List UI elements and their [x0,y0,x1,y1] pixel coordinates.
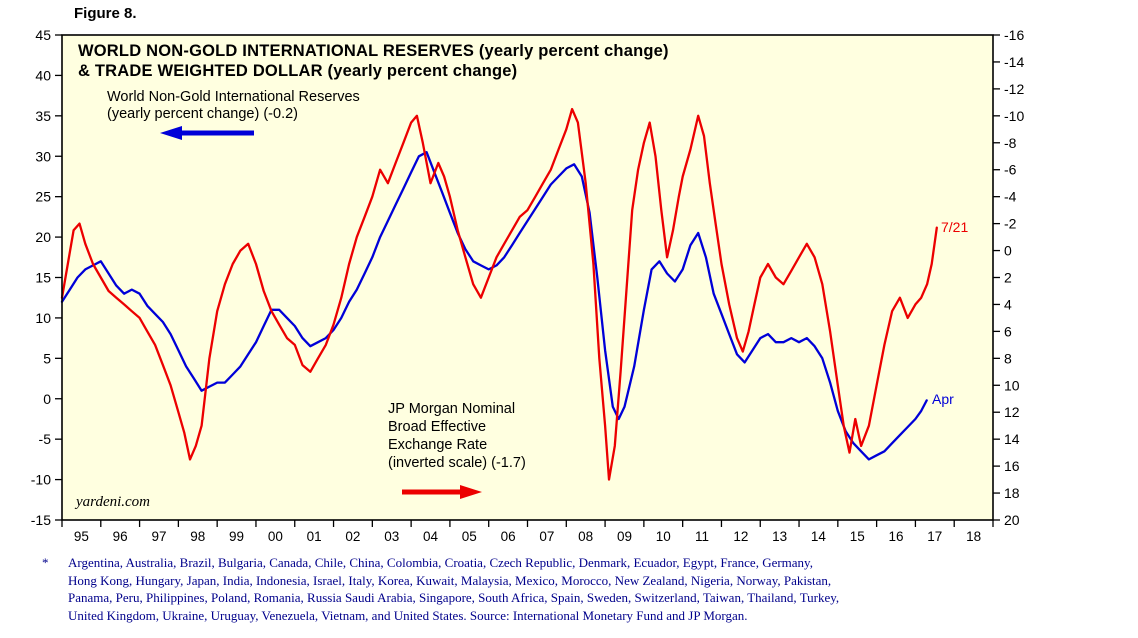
x-axis-year-label: 97 [151,529,166,544]
right-arrow-icon [402,485,482,499]
reserves-latest-date-label: Apr [932,391,954,407]
right-axis-tick-label: -6 [1004,162,1017,178]
x-axis-year-label: 10 [656,529,671,544]
right-axis-tick-label: -4 [1004,189,1017,205]
right-axis-tick-label: -10 [1004,108,1024,124]
right-axis-tick-label: 0 [1004,243,1012,259]
left-axis-tick-label: -15 [31,512,51,528]
x-axis-year-label: 08 [578,529,593,544]
footnote-line2: Hong Kong, Hungary, Japan, India, Indone… [68,572,832,588]
right-axis-tick-label: 12 [1004,404,1020,420]
right-axis-tick-label: 2 [1004,270,1012,286]
watermark: yardeni.com [76,494,151,510]
right-axis-tick-label: 16 [1004,458,1020,474]
x-axis-year-label: 07 [539,529,554,544]
dollar-latest-date-label: 7/21 [941,219,969,235]
plot-background [62,35,993,520]
x-axis-year-label: 96 [113,529,128,544]
x-axis-year-label: 02 [345,529,360,544]
x-axis-year-label: 09 [617,529,632,544]
reserves-series-label-line2: (yearly percent change) (-0.2) [107,106,298,122]
dollar-series-label-line1: JP Morgan Nominal [388,401,516,417]
x-axis-year-label: 99 [229,529,244,544]
footnote-text: Argentina, Australia, Brazil, Bulgaria, … [68,554,1126,624]
right-axis-tick-label: -12 [1004,81,1024,97]
x-axis-year-label: 17 [927,529,942,544]
right-axis-tick-label: 10 [1004,377,1020,393]
dollar-series-label: JP Morgan Nominal Broad Effective Exchan… [388,400,526,472]
right-axis-tick-label: 20 [1004,512,1020,528]
x-axis-year-label: 11 [695,529,709,544]
x-axis-year-label: 05 [462,529,477,544]
right-axis-tick-label: -8 [1004,135,1017,151]
footnote-line4: United Kingdom, Ukraine, Uruguay, Venezu… [68,607,748,623]
left-axis-tick-label: 15 [35,270,51,286]
right-axis-tick-label: 4 [1004,296,1012,312]
left-axis-tick-label: 20 [35,229,51,245]
right-axis-tick-label: 8 [1004,350,1012,366]
chart-plot-area: 95 96 97 98 99 00 01 02 03 04 05 06 07 08 09 10 11 12 13 14… [31,27,1025,544]
footnote: * Argentina, Australia, Brazil, Bulgaria… [42,554,1126,624]
right-axis-tick-label: -16 [1004,27,1024,43]
left-axis-tick-label: 35 [35,108,51,124]
left-axis-tick-label: -5 [39,431,52,447]
right-axis-tick-label: 14 [1004,431,1020,447]
x-axis-year-label: 04 [423,529,439,544]
left-arrow-icon [160,126,254,140]
left-axis-tick-label: 40 [35,67,51,83]
left-axis-tick-label: 30 [35,148,51,164]
right-axis-tick-label: -14 [1004,54,1024,70]
right-axis-tick-label: -2 [1004,216,1017,232]
right-axis-tick-label: 6 [1004,323,1012,339]
x-axis-year-label: 01 [307,529,322,544]
right-axis-tick-label: 18 [1004,485,1020,501]
chart-title: WORLD NON-GOLD INTERNATIONAL RESERVES (y… [78,41,669,81]
footnote-marker: * [42,555,49,570]
left-axis-tick-label: 5 [43,350,51,366]
x-axis-year-label: 06 [501,529,516,544]
chart-title-line1: WORLD NON-GOLD INTERNATIONAL RESERVES (y… [78,42,669,60]
dollar-series-label-line4: (inverted scale) (-1.7) [388,455,526,471]
reserves-series-label-line1: World Non-Gold International Reserves [107,89,360,105]
left-axis-tick-label: 0 [43,391,51,407]
plot-border [61,34,994,521]
figure-label: Figure 8. [74,5,137,22]
x-axis-year-label: 00 [268,529,283,544]
x-axis-year-label: 16 [889,529,904,544]
x-axis-year-label: 13 [772,529,787,544]
x-axis-year-label: 15 [850,529,865,544]
left-axis-tick-label: 25 [35,189,51,205]
left-axis-tick-label: 45 [35,27,51,43]
x-axis-year-label: 98 [190,529,205,544]
footnote-line3: Panama, Peru, Philippines, Poland, Roman… [68,590,840,605]
x-axis-year-label: 03 [384,529,399,544]
dollar-series-label-line3: Exchange Rate [388,437,488,453]
left-axis-tick-label: 10 [35,310,51,326]
dollar-series-label-line2: Broad Effective [388,419,487,435]
footnote-line1: Argentina, Australia, Brazil, Bulgaria, … [68,555,813,570]
left-axis-tick-label: -10 [31,472,51,488]
dollar-line [60,107,938,481]
chart-title-line2: & TRADE WEIGHTED DOLLAR (yearly percent … [78,62,518,80]
reserves-series-label: World Non-Gold International Reserves (y… [107,89,360,123]
x-axis-year-label: 95 [74,529,89,544]
x-axis-year-label: 18 [966,529,981,544]
x-axis-year-label: 12 [733,529,748,544]
x-axis-year-label: 14 [811,529,827,544]
